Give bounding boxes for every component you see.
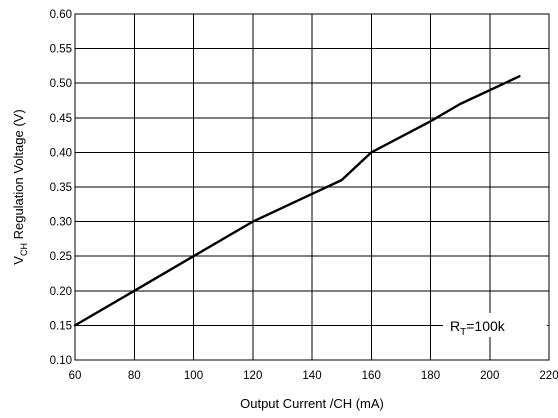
y-tick-label: 0.50 (50, 78, 72, 90)
annotation-text: RT=100k (450, 318, 506, 338)
x-tick-label: 220 (539, 370, 558, 382)
y-axis-label: VCH Regulation Voltage (V) (11, 109, 29, 264)
y-tick-label: 0.20 (50, 286, 72, 298)
y-tick-label: 0.45 (50, 113, 72, 125)
y-tick-label: 0.10 (50, 355, 72, 367)
y-tick-label: 0.35 (50, 182, 72, 194)
annotation-main: R (450, 318, 460, 334)
y-tick-label: 0.25 (50, 251, 72, 263)
y-tick-label: 0.60 (50, 9, 72, 21)
x-tick-label: 100 (184, 370, 203, 382)
x-axis-label: Output Current /CH (mA) (240, 396, 384, 411)
y-tick-label: 0.30 (50, 217, 72, 229)
x-tick-label: 180 (421, 370, 440, 382)
x-tick-label: 140 (302, 370, 321, 382)
series-line (73, 75, 521, 327)
x-tick-labels: 60 80 100 120 140 160 180 200 220 (69, 370, 558, 382)
y-tick-label: 0.15 (50, 320, 72, 332)
annotation-subscript: T (460, 327, 466, 338)
y-axis-label-rest: Regulation Voltage (V) (11, 109, 26, 243)
y-tick-labels: 0.10 0.15 0.20 0.25 0.30 0.35 0.40 0.45 0.50 0.55… (50, 9, 72, 367)
series-group (73, 75, 521, 327)
x-tick-label: 80 (128, 370, 141, 382)
y-axis-label-main: V (11, 256, 26, 265)
x-tick-label: 200 (480, 370, 499, 382)
annotation: RT=100k (443, 313, 547, 338)
y-axis-label-subscript: CH (19, 243, 29, 256)
plot-frame (74, 13, 550, 361)
x-tick-label: 160 (362, 370, 381, 382)
x-tick-label: 60 (69, 370, 82, 382)
annotation-background (443, 313, 547, 337)
grid (74, 13, 550, 361)
y-tick-label: 0.55 (50, 44, 72, 56)
y-tick-label: 0.40 (50, 147, 72, 159)
x-tick-label: 120 (243, 370, 262, 382)
annotation-rest: =100k (466, 318, 506, 334)
